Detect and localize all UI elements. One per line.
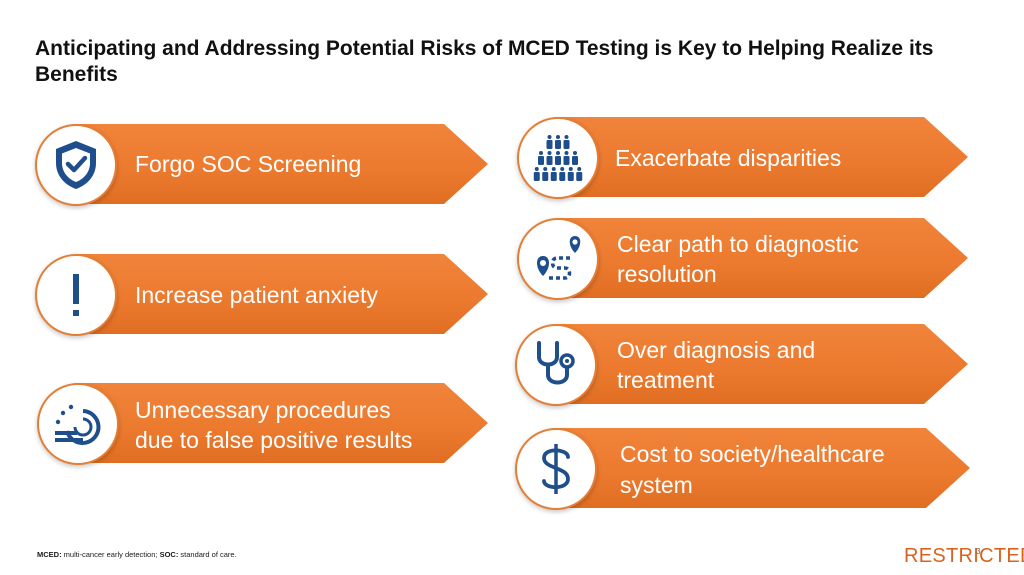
person-figure — [533, 167, 540, 181]
footnote-def-mced: multi-cancer early detection; — [61, 550, 160, 559]
arrow-banner — [557, 324, 968, 404]
icon-circle — [37, 383, 119, 465]
risk-label-line2: treatment — [617, 367, 715, 393]
icon-circle — [35, 124, 117, 206]
risk-label-line2: resolution — [617, 261, 717, 287]
risk-label-line1: Over diagnosis and — [617, 337, 816, 363]
person-figure — [555, 135, 561, 149]
icon-circle — [35, 254, 117, 336]
risk-label-line1: Unnecessary procedures — [135, 397, 391, 423]
stethoscope-icon — [537, 341, 575, 385]
arrow-banner — [75, 383, 488, 463]
risk-label: Forgo SOC Screening — [135, 151, 362, 177]
risk-label-line1: Clear path to diagnostic — [617, 231, 859, 257]
person-figure — [555, 151, 561, 165]
footnote-def-soc: standard of care. — [178, 550, 237, 559]
person-figure — [563, 135, 570, 149]
person-figure — [567, 167, 574, 181]
person-figure — [546, 135, 553, 149]
person-figure — [572, 151, 578, 165]
person-figure — [559, 167, 566, 181]
scan-procedure-icon — [55, 404, 101, 445]
person-figure — [542, 167, 549, 181]
arrow-banner — [557, 117, 968, 197]
arrow-banner — [557, 218, 968, 298]
classification-label: RESTRICTED — [904, 545, 1024, 567]
risk-label: Increase patient anxiety — [135, 282, 378, 308]
risk-label-line1: Cost to society/healthcare — [620, 441, 885, 467]
map-route-icon — [537, 236, 581, 280]
footnote-term-mced: MCED: — [37, 550, 62, 559]
page-number: 3 — [976, 547, 981, 556]
arrow-banner — [75, 254, 488, 334]
footnote-term-soc: SOC: — [159, 550, 179, 559]
person-figure — [550, 167, 557, 181]
footnote: MCED: multi-cancer early detection; SOC:… — [37, 550, 237, 559]
icon-circle — [515, 428, 597, 510]
icon-circle — [517, 218, 599, 300]
icon-circle — [517, 117, 599, 199]
slide-title: Anticipating and Addressing Potential Ri… — [35, 37, 934, 86]
risk-label-line2: due to false positive results — [135, 427, 413, 453]
shield-check-icon — [56, 141, 96, 189]
arrow-banner — [559, 428, 970, 508]
exclamation-icon — [73, 274, 79, 316]
risk-label-line2: system — [620, 472, 693, 498]
person-figure — [576, 167, 583, 181]
person-figure — [563, 151, 570, 165]
person-figure — [538, 151, 544, 165]
icon-circle — [515, 324, 597, 406]
arrow-banner — [75, 124, 488, 204]
people-group-icon — [533, 135, 583, 181]
risk-label: Exacerbate disparities — [615, 145, 842, 171]
dollar-icon — [542, 444, 570, 494]
person-figure — [546, 151, 553, 165]
